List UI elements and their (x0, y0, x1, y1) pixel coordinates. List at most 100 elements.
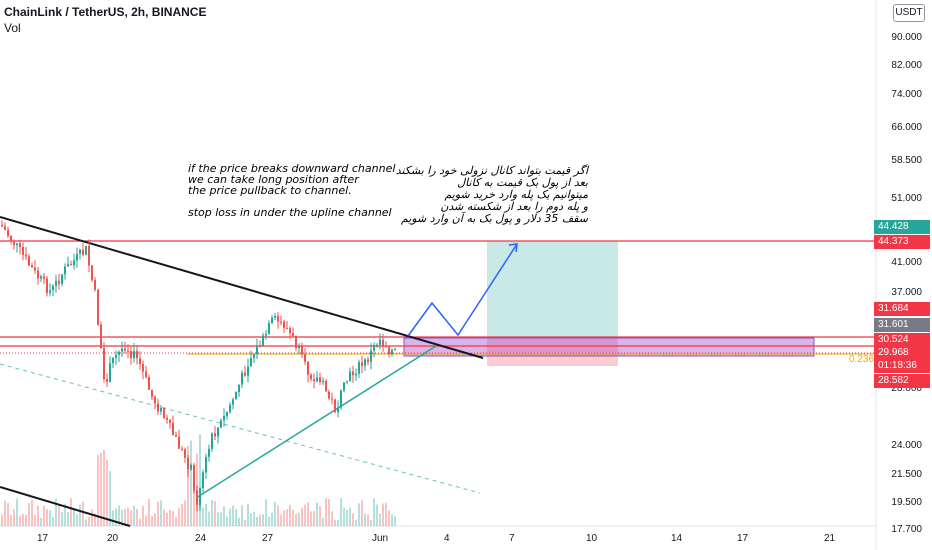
volume-bar (46, 509, 48, 526)
price-axis-label: 66.000 (891, 122, 922, 133)
candle-body (79, 249, 81, 254)
candle-body (172, 422, 174, 435)
volume-bar (376, 504, 378, 526)
volume-bar (295, 513, 297, 526)
stop-zone (487, 338, 618, 366)
downtrend-line (0, 216, 484, 359)
time-axis-label: 4 (444, 533, 450, 544)
price-tag: 44.428 (874, 220, 930, 234)
english-note[interactable]: if the price breaks downward channel we … (188, 163, 395, 218)
volume-bar (325, 498, 327, 526)
candle-body (286, 327, 288, 329)
volume-bar (157, 501, 159, 526)
currency-button[interactable]: USDT (893, 4, 925, 22)
candle-body (94, 279, 96, 290)
volume-bar (259, 514, 261, 526)
candle-body (196, 490, 198, 506)
uptrend-line (195, 345, 437, 499)
profit-zone (487, 241, 618, 338)
candle-body (169, 419, 171, 423)
volume-bars (1, 434, 396, 526)
candle-body (361, 362, 363, 366)
candle-body (166, 417, 168, 420)
candle-body (190, 465, 192, 470)
volume-bar (76, 514, 78, 526)
candle-body (208, 448, 210, 457)
volume-bar (361, 500, 363, 526)
volume-label[interactable]: Vol (4, 21, 21, 35)
candle-body (322, 380, 324, 383)
candle-body (274, 316, 276, 318)
candle-body (262, 335, 264, 347)
volume-bar (322, 518, 324, 526)
candle-body (370, 350, 372, 362)
volume-bar (310, 511, 312, 526)
volume-bar (385, 502, 387, 526)
candle-body (373, 345, 375, 351)
volume-bar (67, 512, 69, 526)
persian-note-line: و پله دوم را بعد از شکسته شدن (440, 200, 588, 213)
price-tag: 30.524 (874, 333, 930, 347)
volume-bar (148, 498, 150, 526)
volume-bar (247, 503, 249, 526)
candle-body (103, 348, 105, 380)
candle-body (73, 260, 75, 266)
candle-body (67, 264, 69, 267)
volume-bar (130, 510, 132, 526)
candle-body (340, 390, 342, 408)
dashed-channel-line (0, 363, 481, 494)
time-axis-label: 24 (195, 533, 207, 544)
candle-body (352, 371, 354, 376)
english-note-line: if the price breaks downward channel (188, 162, 396, 175)
volume-bar (331, 511, 333, 526)
candle-body (13, 240, 15, 246)
candle-body (22, 246, 24, 255)
volume-bar (10, 514, 12, 526)
persian-note[interactable]: اگر قیمت بتواند کانال نزولی خود را بشکند… (388, 165, 588, 225)
volume-bar (166, 512, 168, 526)
candle-body (1, 225, 3, 227)
candle-body (55, 280, 57, 286)
symbol-title[interactable]: ChainLink / TetherUS, 2h, BINANCE (4, 5, 207, 19)
volume-bar (103, 450, 105, 526)
volume-bar (61, 512, 63, 526)
volume-bar (343, 507, 345, 526)
volume-bar (199, 434, 201, 526)
candle-body (130, 351, 132, 359)
volume-bar (355, 519, 357, 526)
volume-bar (172, 511, 174, 526)
volume-bar (301, 507, 303, 526)
candle-body (328, 391, 330, 399)
candle-body (145, 371, 147, 378)
candle-body (10, 235, 12, 241)
volume-bar (88, 516, 90, 526)
volume-bar (31, 499, 33, 526)
price-tag: 31.684 (874, 302, 930, 316)
volume-bar (337, 519, 339, 526)
volume-bar (268, 516, 270, 526)
volume-bar (118, 505, 120, 526)
candle-body (202, 472, 204, 489)
time-axis-label: 17 (737, 533, 749, 544)
candle-body (280, 321, 282, 323)
volume-bar (262, 514, 264, 526)
candle-body (100, 324, 102, 349)
candle-body (313, 379, 315, 382)
volume-bar (394, 516, 396, 526)
volume-bar (16, 498, 18, 526)
candle-body (82, 249, 84, 255)
candle-body (271, 317, 273, 324)
candle-body (259, 346, 261, 348)
volume-bar (52, 517, 54, 526)
candle-body (226, 411, 228, 417)
candle-body (250, 357, 252, 367)
candle-body (223, 416, 225, 421)
volume-bar (115, 508, 117, 526)
volume-bar (238, 517, 240, 526)
volume-bar (334, 519, 336, 526)
volume-bar (142, 505, 144, 526)
volume-bar (190, 440, 192, 526)
volume-bar (202, 507, 204, 526)
time-axis-label: Jun (372, 533, 389, 544)
